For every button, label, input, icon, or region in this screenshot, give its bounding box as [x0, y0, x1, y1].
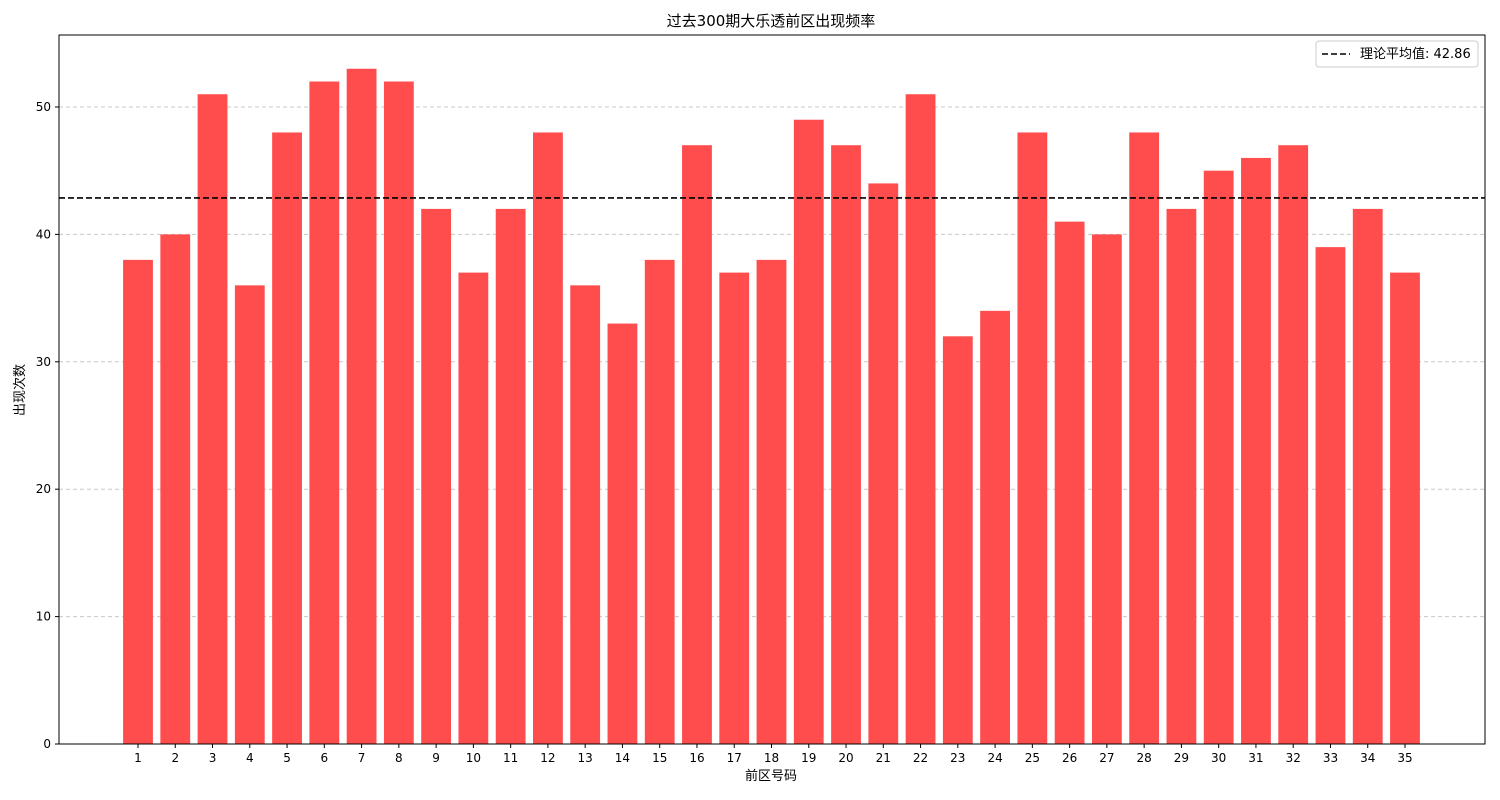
x-tick-label: 12 [540, 751, 555, 765]
x-axis-ticks: 1 2 3 4 5 6 7 8 9 10 11 12 13 14 15 16 17 18 19 20 21 22 23 24 2… [134, 744, 1413, 765]
x-tick-label: 9 [432, 751, 440, 765]
bar-31 [1241, 157, 1271, 745]
bar-15 [644, 259, 675, 744]
x-axis-title: 前区号码 [745, 768, 797, 784]
x-tick-label: 27 [1099, 751, 1114, 765]
x-tick-label: 8 [395, 751, 403, 765]
y-axis-title: 出现次数 [12, 364, 28, 416]
bar-26 [1054, 221, 1085, 744]
x-tick-label: 35 [1397, 751, 1412, 765]
bar-23 [942, 336, 973, 744]
bar-33 [1315, 247, 1346, 744]
x-tick-label: 23 [950, 751, 965, 765]
legend-box [1315, 40, 1479, 68]
bar-22 [905, 94, 936, 745]
bar-21 [868, 183, 899, 744]
x-tick-label: 7 [358, 751, 366, 765]
x-tick-label: 1 [134, 751, 142, 765]
x-tick-label: 6 [321, 751, 329, 765]
bar-7 [346, 68, 377, 744]
bar-17 [719, 272, 750, 744]
bar-29 [1166, 208, 1197, 745]
x-tick-label: 29 [1174, 751, 1189, 765]
x-tick-label: 4 [246, 751, 254, 765]
bar-12 [533, 132, 563, 744]
x-tick-label: 24 [987, 751, 1002, 765]
x-tick-label: 11 [503, 751, 518, 765]
bar-1 [123, 259, 153, 744]
x-tick-label: 2 [171, 751, 179, 765]
x-tick-label: 17 [727, 751, 742, 765]
bar-32 [1278, 145, 1309, 744]
bar-10 [458, 272, 489, 744]
y-axis-ticks: 0 10 20 30 40 50 [36, 100, 59, 751]
x-tick-label: 16 [689, 751, 704, 765]
x-tick-label: 5 [283, 751, 291, 765]
x-tick-label: 22 [913, 751, 928, 765]
x-tick-label: 30 [1211, 751, 1226, 765]
x-tick-label: 10 [466, 751, 481, 765]
legend: 理论平均值: 42.86 [1315, 40, 1479, 68]
bar-3 [197, 94, 228, 745]
x-tick-label: 32 [1286, 751, 1301, 765]
bar-20 [831, 145, 861, 744]
x-tick-label: 19 [801, 751, 816, 765]
bars [123, 68, 1420, 745]
x-tick-label: 3 [209, 751, 217, 765]
x-tick-label: 34 [1360, 751, 1375, 765]
chart-title: 过去300期大乐透前区出现频率 [667, 12, 876, 30]
x-tick-label: 14 [615, 751, 630, 765]
bar-18 [756, 259, 787, 744]
y-tick-label: 40 [36, 227, 51, 241]
bar-5 [272, 132, 302, 744]
x-tick-label: 33 [1323, 751, 1338, 765]
bar-19 [793, 119, 824, 744]
y-tick-label: 0 [43, 737, 51, 751]
bar-6 [309, 81, 340, 744]
x-tick-label: 21 [876, 751, 891, 765]
bar-24 [980, 310, 1010, 744]
y-tick-label: 30 [36, 355, 51, 369]
bar-13 [570, 285, 601, 744]
bar-25 [1017, 132, 1048, 744]
bar-2 [160, 234, 191, 744]
y-tick-label: 20 [36, 482, 51, 496]
bar-4 [234, 285, 265, 744]
bar-34 [1352, 208, 1383, 745]
bar-27 [1091, 234, 1122, 744]
bar-35 [1390, 272, 1420, 744]
bar-30 [1203, 170, 1234, 744]
x-tick-label: 13 [578, 751, 593, 765]
bar-8 [383, 81, 414, 744]
x-tick-label: 18 [764, 751, 779, 765]
bar-11 [495, 208, 526, 745]
x-tick-label: 26 [1062, 751, 1077, 765]
x-tick-label: 25 [1025, 751, 1040, 765]
x-tick-label: 28 [1137, 751, 1152, 765]
bar-14 [607, 323, 638, 744]
x-tick-label: 15 [652, 751, 667, 765]
bar-9 [421, 208, 452, 745]
bar-28 [1129, 132, 1160, 744]
x-tick-label: 20 [838, 751, 853, 765]
x-tick-label: 31 [1248, 751, 1263, 765]
y-tick-label: 10 [36, 610, 51, 624]
y-tick-label: 50 [36, 100, 51, 114]
legend-label: 理论平均值: 42.86 [1360, 46, 1471, 62]
bar-16 [682, 145, 712, 744]
